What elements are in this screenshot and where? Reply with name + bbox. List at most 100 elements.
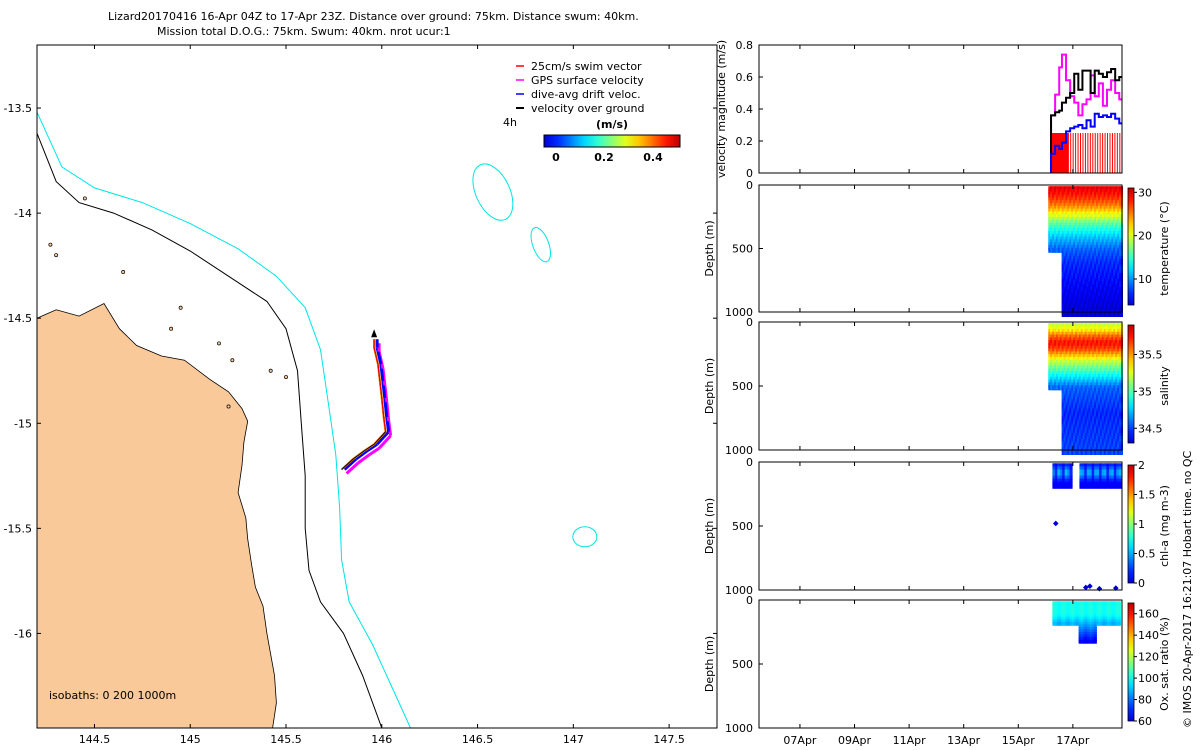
temperature-section-y-tick-label-1: 500 [732,243,753,256]
oxygen-sample [1065,621,1069,626]
chl-sample [1091,484,1095,489]
date-tick-label-5: 17Apr [1056,734,1090,747]
oxygen-sample [1067,621,1071,626]
reef-ring-3 [572,526,598,548]
oxygen-sample [1080,637,1084,642]
oxygen-sample [1111,614,1115,619]
section-cell [1118,242,1123,248]
oxygen-sample [1089,608,1093,613]
chl-sample [1069,472,1073,477]
gps-velocity-seg-6 [383,385,389,403]
section-cell [1118,203,1123,209]
chl-sample [1103,472,1107,477]
section-cell [1118,281,1123,287]
chl-sample [1054,481,1058,486]
oxygen-sample [1061,608,1065,613]
date-tick-label-2: 11Apr [893,734,927,747]
oxygen-sample [1089,626,1093,631]
oxygen-section-colorbar-tick-label-1: 140 [1138,629,1159,642]
oxygen-sample [1085,608,1089,613]
chl-sample [1103,481,1107,486]
chl-sample [1054,466,1058,471]
chl-sample [1069,484,1073,489]
section-cell [1118,214,1123,220]
panel-velocity-magnitude: 0 0.2 0.4 0.6 0.8 velocity magnitude (m/s) [715,39,1123,180]
chl-sample [1069,475,1073,480]
oxygen-sample [1076,608,1080,613]
section-cell [1118,393,1123,399]
section-cell [1118,357,1123,363]
chl-sample [1096,466,1100,471]
oxygen-sample [1078,634,1082,639]
section-cell [1118,247,1123,253]
section-cell [1118,208,1123,214]
reef-rings [472,163,598,548]
chl-sample [1057,475,1061,480]
oxygen-sample [1076,616,1080,621]
chl-sample [1099,478,1103,483]
oxygen-sample [1093,629,1097,634]
oxygen-section-y-tick-label-1: 500 [732,658,753,671]
chl-sample [1059,463,1063,468]
chl-sample [1111,475,1115,480]
chl-sample [1101,475,1105,480]
oxygen-section-colorbar-tick-label-5: 60 [1138,715,1152,728]
oxygen-sample [1093,619,1097,624]
oxygen-sample [1069,614,1073,619]
oxygen-sample [1085,624,1089,629]
oxygen-sample [1115,601,1119,606]
oxygen-sample [1111,616,1115,621]
chlorophyll-section-colorbar-tick-label-4: 0 [1138,577,1145,590]
chl-sample [1052,463,1056,468]
chl-sample [1116,466,1120,471]
salinity-section-y-tick-label-1: 500 [732,380,753,393]
section-cell [1118,371,1123,377]
oxygen-sample [1067,601,1071,606]
section-cell [1118,351,1123,357]
map-y-tick-label-5: -16 [14,627,32,640]
oxygen-sample [1089,603,1093,608]
chl-sample [1094,475,1098,480]
reef-ring-2 [530,227,551,263]
gps-velocity-seg-2 [368,447,380,456]
map-y-tick-label-1: -14 [14,207,32,220]
chl-sample [1059,478,1063,483]
chl-sample [1089,466,1093,471]
chl-sample [1103,469,1107,474]
oxygen-sample [1117,603,1121,608]
oxygen-sample [1091,616,1095,621]
oxygen-sample [1087,603,1091,608]
oxygen-sample [1091,619,1095,624]
oxygen-sample [1087,621,1091,626]
chl-sample [1079,478,1083,483]
oxygen-sample [1082,603,1086,608]
oxygen-sample [1113,619,1117,624]
oxygen-sample [1085,634,1089,639]
section-cell [1118,236,1123,242]
oxygen-sample [1089,632,1093,636]
chl-sample [1091,475,1095,480]
chl-sample [1086,463,1090,468]
oxygen-sample [1072,616,1076,621]
section-cell [1118,298,1123,304]
oxygen-sample [1117,621,1121,626]
section-cell [1118,292,1123,298]
chl-sample [1054,478,1058,483]
chl-sample [1081,478,1085,483]
oxygen-sample [1061,603,1065,608]
chl-outlier-4 [1112,585,1119,591]
chl-sample [1113,466,1117,471]
map-y-tick-label-2: -14.5 [4,312,32,325]
oxygen-sample [1104,616,1108,621]
chl-sample [1059,472,1063,477]
section-cell [1118,194,1123,200]
chl-sample [1106,481,1110,486]
oxygen-sample [1080,601,1084,606]
oxygen-sample [1113,603,1117,608]
oxygen-sample [1100,601,1104,606]
oxygen-sample [1058,616,1062,621]
oxygen-sample [1091,611,1095,616]
section-cell [1118,348,1123,354]
oxygen-sample [1080,616,1084,621]
chl-sample [1064,475,1068,480]
